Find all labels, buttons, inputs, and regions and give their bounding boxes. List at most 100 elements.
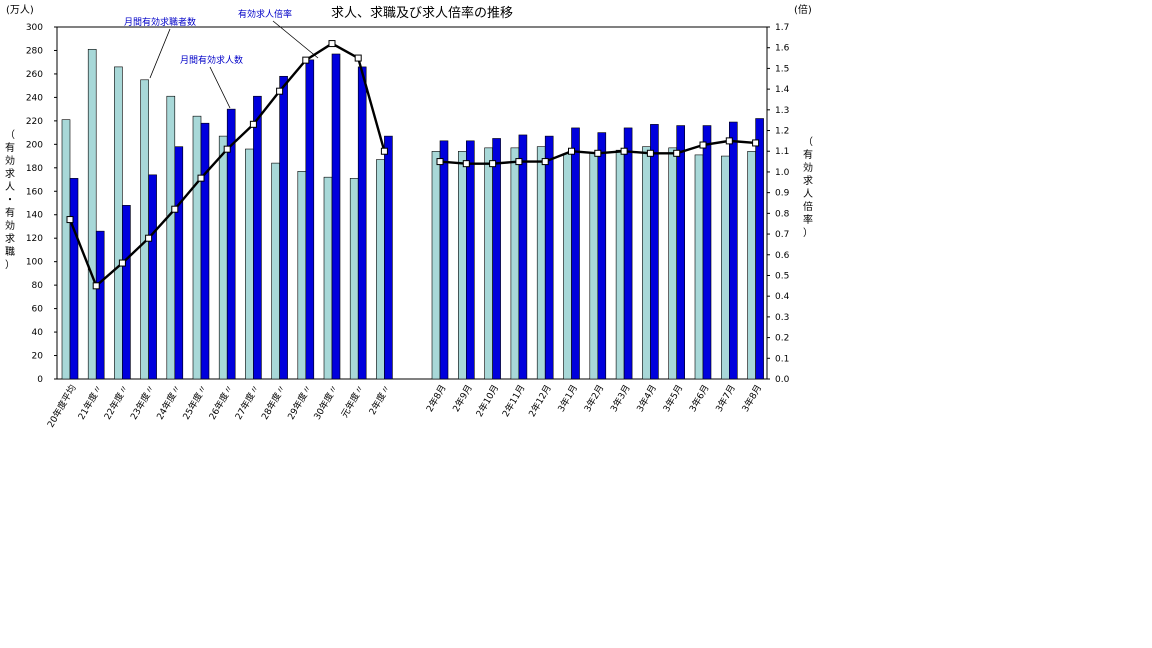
left-tick-label: 20 bbox=[32, 352, 44, 362]
bar-jobseekers bbox=[694, 154, 704, 380]
ratio-point bbox=[276, 87, 284, 95]
bar-openings bbox=[174, 146, 184, 380]
right-tick-label: 0.8 bbox=[775, 209, 790, 219]
bar-openings bbox=[200, 122, 210, 380]
bar-openings bbox=[226, 108, 236, 380]
right-tick-label: 0.7 bbox=[775, 230, 789, 240]
ratio-point bbox=[171, 205, 179, 213]
ratio-point bbox=[699, 141, 707, 149]
ratio-point bbox=[302, 56, 310, 64]
bar-jobseekers bbox=[589, 152, 599, 380]
ratio-point bbox=[489, 160, 497, 168]
left-tick-label: 120 bbox=[26, 234, 43, 244]
bar-openings bbox=[676, 125, 686, 380]
bar-jobseekers bbox=[87, 48, 97, 380]
right-tick-label: 0.6 bbox=[775, 251, 790, 261]
x-tick-label: 3年6月 bbox=[686, 383, 711, 415]
x-tick-label: 3年8月 bbox=[739, 383, 764, 415]
left-tick-label: 0 bbox=[37, 375, 43, 385]
x-tick-label: 2年8月 bbox=[423, 383, 448, 415]
x-tick-label: 2年9月 bbox=[450, 383, 475, 415]
right-tick-label: 1.2 bbox=[775, 127, 789, 137]
bar-jobseekers bbox=[166, 95, 176, 380]
ratio-point bbox=[620, 147, 628, 155]
annotation-leader bbox=[149, 28, 171, 79]
ratio-point bbox=[673, 149, 681, 157]
annotation-label: 月間有効求人数 bbox=[180, 54, 243, 66]
x-tick-label: 23年度〃 bbox=[128, 383, 158, 422]
bar-jobseekers bbox=[642, 146, 651, 380]
right-tick-label: 0.2 bbox=[775, 334, 789, 344]
bar-jobseekers bbox=[218, 135, 228, 380]
ratio-point bbox=[354, 54, 362, 62]
left-axis-label-char: 有 bbox=[5, 206, 15, 219]
bar-openings bbox=[728, 121, 738, 380]
annotation-leader bbox=[209, 66, 231, 109]
x-tick-label: 3年5月 bbox=[660, 383, 685, 415]
left-tick-label: 100 bbox=[26, 258, 43, 268]
bar-jobseekers bbox=[297, 171, 307, 380]
ratio-point bbox=[541, 158, 549, 166]
right-tick-label: 1.4 bbox=[775, 85, 790, 95]
left-axis-label: （有効求人・有効求職） bbox=[5, 129, 15, 271]
bar-openings bbox=[331, 53, 341, 380]
left-axis-label-char: （ bbox=[5, 129, 15, 141]
ratio-point bbox=[594, 149, 602, 157]
ratio-point bbox=[92, 282, 100, 290]
ratio-point bbox=[66, 216, 74, 224]
right-tick-label: 1.5 bbox=[775, 64, 789, 74]
plot-area bbox=[56, 26, 768, 380]
right-tick-label: 1.3 bbox=[775, 106, 789, 116]
right-axis-label-char: 人 bbox=[803, 188, 813, 200]
bar-jobseekers bbox=[192, 115, 202, 380]
bar-openings bbox=[650, 124, 659, 380]
x-tick-label: 2年度〃 bbox=[366, 383, 393, 417]
bar-openings bbox=[439, 140, 449, 380]
bar-openings bbox=[465, 140, 475, 380]
annotation-leader bbox=[272, 20, 319, 59]
right-tick-label: 1.6 bbox=[775, 44, 790, 54]
bar-openings bbox=[571, 127, 580, 380]
bar-openings bbox=[702, 125, 712, 380]
ratio-point bbox=[380, 147, 388, 155]
bar-jobseekers bbox=[323, 176, 333, 380]
right-tick-label: 0.0 bbox=[775, 375, 790, 385]
right-axis-label-char: 倍 bbox=[803, 200, 813, 213]
x-tick-label: 3年7月 bbox=[713, 383, 738, 415]
x-tick-label: 30年度〃 bbox=[311, 383, 341, 422]
bar-jobseekers bbox=[510, 147, 520, 380]
ratio-point bbox=[752, 139, 760, 147]
left-axis-label-char: 効 bbox=[5, 154, 15, 167]
bar-jobseekers bbox=[536, 146, 546, 380]
bar-jobseekers bbox=[114, 66, 123, 380]
bar-openings bbox=[253, 95, 262, 380]
bar-jobseekers bbox=[349, 178, 359, 380]
left-axis-label-char: 求 bbox=[5, 233, 15, 245]
ratio-point bbox=[223, 145, 231, 153]
left-tick-label: 160 bbox=[26, 187, 43, 197]
chart-title: 求人、求職及び求人倍率の推移 bbox=[331, 5, 513, 21]
right-axis-label-char: （ bbox=[803, 136, 813, 148]
bar-jobseekers bbox=[61, 119, 71, 380]
x-tick-label: 2年12月 bbox=[526, 383, 554, 419]
bar-openings bbox=[518, 134, 528, 380]
bar-jobseekers bbox=[747, 151, 756, 380]
bar-openings bbox=[544, 135, 554, 380]
left-tick-label: 200 bbox=[26, 140, 43, 150]
ratio-point bbox=[249, 120, 257, 128]
bar-openings bbox=[95, 230, 105, 380]
ratio-line bbox=[66, 40, 760, 290]
left-tick-label: 300 bbox=[26, 23, 43, 33]
bar-jobseekers bbox=[457, 151, 467, 380]
ratio-point bbox=[328, 40, 336, 48]
right-tick-label: 0.4 bbox=[775, 292, 790, 302]
bar-openings bbox=[623, 127, 633, 380]
x-tick-label: 29年度〃 bbox=[285, 383, 315, 422]
ratio-point bbox=[145, 234, 153, 242]
ratio-point bbox=[197, 174, 205, 182]
bar-openings bbox=[148, 174, 157, 380]
ratio-point bbox=[725, 137, 733, 145]
right-unit-label: (倍) bbox=[794, 3, 812, 16]
bar-openings bbox=[122, 205, 131, 380]
annotation-label: 有効求人倍率 bbox=[238, 8, 292, 20]
